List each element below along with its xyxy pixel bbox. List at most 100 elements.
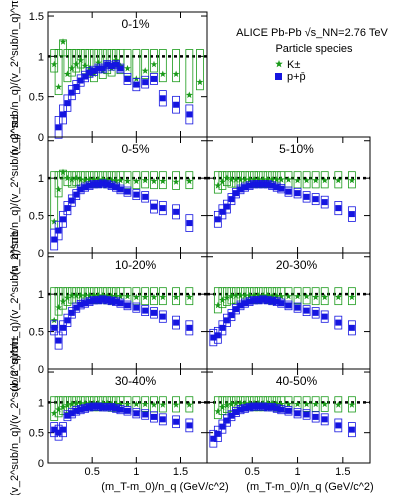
kaon-point (241, 176, 249, 183)
kaon-point (159, 293, 167, 301)
kaon-point (172, 178, 180, 185)
kaon-syst-box (158, 287, 167, 306)
proton-point (82, 73, 89, 80)
proton-syst-box (311, 411, 320, 423)
proton-syst-box (158, 201, 167, 216)
legend (275, 60, 283, 80)
kaon-point (159, 70, 167, 77)
proton-point (186, 111, 193, 118)
kaon-point (250, 292, 258, 299)
proton-syst-box (172, 315, 180, 330)
proton-point (99, 180, 106, 187)
kaon-point (117, 292, 124, 300)
kaon-point (172, 401, 180, 408)
kaon-syst-box (150, 49, 158, 73)
proton-point (228, 312, 235, 319)
proton-point (133, 191, 140, 198)
proton-point (219, 423, 226, 430)
proton-syst-box (311, 307, 320, 319)
kaon-point (124, 64, 131, 72)
x-tick-label: 0.5 (245, 466, 260, 478)
proton-syst-box (132, 302, 141, 313)
kaon-syst-box (54, 171, 63, 198)
kaon-syst-box (141, 49, 150, 79)
kaon-point (312, 400, 320, 408)
proton-syst-box (72, 80, 81, 94)
kaon-point (334, 293, 342, 301)
kaon-point (150, 60, 158, 68)
kaon-syst-box (150, 171, 158, 190)
kaon-point (77, 176, 85, 183)
proton-point (255, 181, 262, 188)
proton-point (348, 426, 355, 433)
labels: (m_T-m_0)/n_q (GeV/c^2) (m_T-m_0)/n_q (G… (9, 0, 388, 496)
x-axis-label-left: (m_T-m_0)/n_q (GeV/c^2) (101, 481, 228, 493)
kaon-point (124, 400, 131, 408)
proton-point (246, 182, 253, 189)
kaon-point (132, 293, 140, 301)
proton-point (242, 184, 249, 191)
kaon-point (285, 292, 292, 300)
proton-point (104, 181, 111, 188)
kaon-syst-box (320, 171, 329, 189)
y-tick-label: 0.5 (29, 327, 44, 339)
kaon-point (77, 56, 85, 64)
proton-point (73, 304, 80, 311)
kaon-point (64, 174, 71, 182)
proton-point (260, 181, 267, 188)
y-tick-label: 1 (38, 397, 44, 409)
y-tick-label: 1 (38, 51, 44, 63)
proton-syst-box (232, 303, 240, 315)
kaon-point (294, 176, 301, 184)
kaon-syst-box (132, 171, 141, 190)
proton-point (95, 403, 102, 410)
proton-syst-box (132, 189, 141, 201)
proton-syst-box (150, 199, 158, 214)
kaon-point (77, 292, 85, 299)
kaon-point (55, 83, 62, 90)
panel-frame (206, 368, 371, 464)
proton-syst-box (320, 413, 329, 426)
panel-5-10%: 5-10% (206, 136, 371, 254)
kaon-point (90, 176, 98, 183)
kaon-syst-box (302, 396, 311, 412)
kaon-syst-box (334, 171, 343, 189)
proton-point (260, 403, 267, 410)
kaon-point (219, 403, 226, 411)
kaon-syst-box (172, 396, 180, 413)
proton-point (285, 188, 292, 195)
proton-point (86, 182, 93, 189)
kaon-point (141, 176, 149, 184)
kaon-point (124, 177, 131, 185)
y-tick-label: 0 (38, 364, 44, 376)
proton-point (117, 186, 124, 193)
proton-syst-box (59, 320, 67, 336)
proton-point (210, 334, 217, 341)
proton-syst-box (227, 410, 236, 422)
kaon-syst-box (150, 287, 158, 306)
proton-point (228, 412, 235, 419)
proton-point (264, 297, 271, 304)
proton-point (142, 193, 149, 200)
kaon-point (108, 292, 115, 300)
proton-syst-box (227, 309, 236, 322)
proton-point (285, 407, 292, 414)
proton-syst-box (223, 199, 231, 214)
proton-syst-box (284, 300, 293, 311)
proton-syst-box (284, 186, 293, 197)
kaon-point (185, 293, 193, 301)
kaon-syst-box (158, 49, 167, 83)
kaon-point (185, 177, 193, 185)
kaon-point (294, 400, 301, 408)
kaon-point (50, 218, 58, 225)
proton-point (104, 297, 111, 304)
panel-0-1%: 0-1% (47, 11, 208, 139)
kaon-syst-box (141, 287, 150, 306)
proton-point (51, 426, 58, 433)
proton-syst-box (185, 214, 194, 232)
proton-point (77, 186, 84, 193)
proton-point (219, 324, 226, 331)
y-tick-label: 1 (38, 173, 44, 185)
kaon-point (132, 177, 140, 185)
kaon-point (237, 400, 244, 407)
